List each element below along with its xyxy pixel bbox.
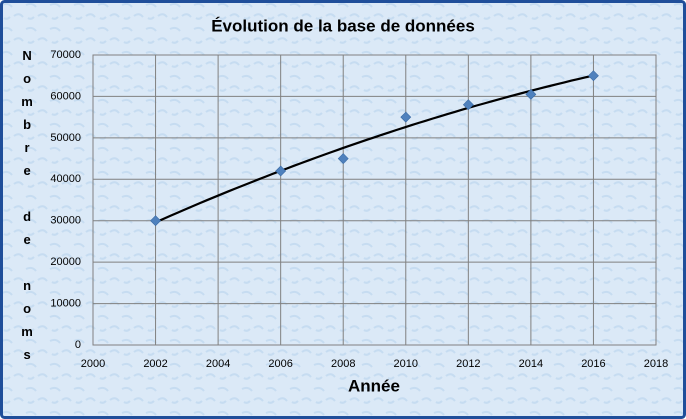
x-tick-label: 2014 bbox=[519, 358, 543, 370]
x-tick-label: 2002 bbox=[143, 358, 167, 370]
chart-title: Évolution de la base de données bbox=[211, 16, 475, 35]
x-tick-label: 2018 bbox=[644, 358, 668, 370]
y-axis-label: Nombre de noms bbox=[20, 48, 35, 370]
x-tick-label: 2006 bbox=[268, 358, 292, 370]
y-tick-label: 10000 bbox=[50, 297, 81, 309]
y-tick-label: 30000 bbox=[50, 215, 81, 227]
data-point bbox=[275, 165, 287, 177]
x-tick-label: 2000 bbox=[81, 358, 105, 370]
y-tick-label: 20000 bbox=[50, 256, 81, 268]
y-tick-label: 0 bbox=[75, 339, 81, 351]
x-tick-label: 2004 bbox=[206, 358, 230, 370]
plot-area bbox=[92, 54, 657, 346]
x-tick-label: 2016 bbox=[581, 358, 605, 370]
data-point bbox=[588, 70, 599, 82]
data-point bbox=[462, 99, 474, 111]
y-tick-label: 50000 bbox=[50, 132, 81, 144]
y-tick-label: 70000 bbox=[50, 49, 81, 61]
data-point bbox=[150, 215, 161, 227]
y-tick-label: 60000 bbox=[50, 90, 81, 102]
x-tick-label: 2008 bbox=[331, 358, 355, 370]
x-axis-label: Année bbox=[348, 376, 400, 395]
trendline bbox=[155, 74, 594, 224]
x-tick-label: 2012 bbox=[456, 358, 480, 370]
data-point bbox=[337, 153, 349, 164]
y-tick-label: 40000 bbox=[50, 173, 81, 185]
x-tick-label: 2010 bbox=[394, 358, 418, 370]
data-point bbox=[525, 88, 537, 100]
data-point bbox=[400, 111, 412, 123]
